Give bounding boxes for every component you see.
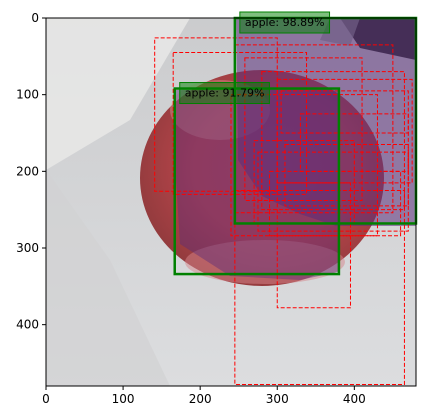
x-tick-label: 400 <box>343 392 366 406</box>
y-tick-label: 0 <box>31 11 39 25</box>
proposal-box <box>244 57 363 201</box>
y-axis-ticks: 0 100 200 300 400 <box>16 11 46 332</box>
proposal-box <box>234 190 405 385</box>
proposal-box <box>269 170 402 237</box>
y-tick-label: 200 <box>16 164 39 178</box>
detection-label-box <box>179 82 270 105</box>
y-tick-label: 100 <box>16 88 39 102</box>
x-tick-label: 300 <box>266 392 289 406</box>
proposal-box <box>280 90 409 134</box>
x-tick-label: 0 <box>42 392 50 406</box>
axes-frame <box>45 17 417 387</box>
x-tick-label: 100 <box>112 392 135 406</box>
proposal-box <box>257 151 409 232</box>
y-tick-label: 400 <box>16 318 39 332</box>
x-tick-label: 200 <box>189 392 212 406</box>
proposal-box <box>299 113 409 172</box>
proposal-boxes <box>154 37 413 385</box>
proposal-box <box>253 140 355 224</box>
proposal-box <box>276 78 413 184</box>
detection-label: apple: 98.89% <box>245 16 325 29</box>
proposal-box <box>230 94 378 237</box>
y-tick-label: 300 <box>16 241 39 255</box>
proposal-box <box>172 52 308 195</box>
detection-boxes: apple: 98.89% apple: 91.79% <box>173 11 418 276</box>
x-axis-ticks: 0 100 200 300 400 <box>42 386 366 406</box>
photo <box>46 18 416 386</box>
detection-label-box <box>239 11 331 34</box>
proposal-box <box>276 182 351 309</box>
proposal-box <box>284 144 409 207</box>
detection-label: apple: 91.79% <box>185 87 265 100</box>
